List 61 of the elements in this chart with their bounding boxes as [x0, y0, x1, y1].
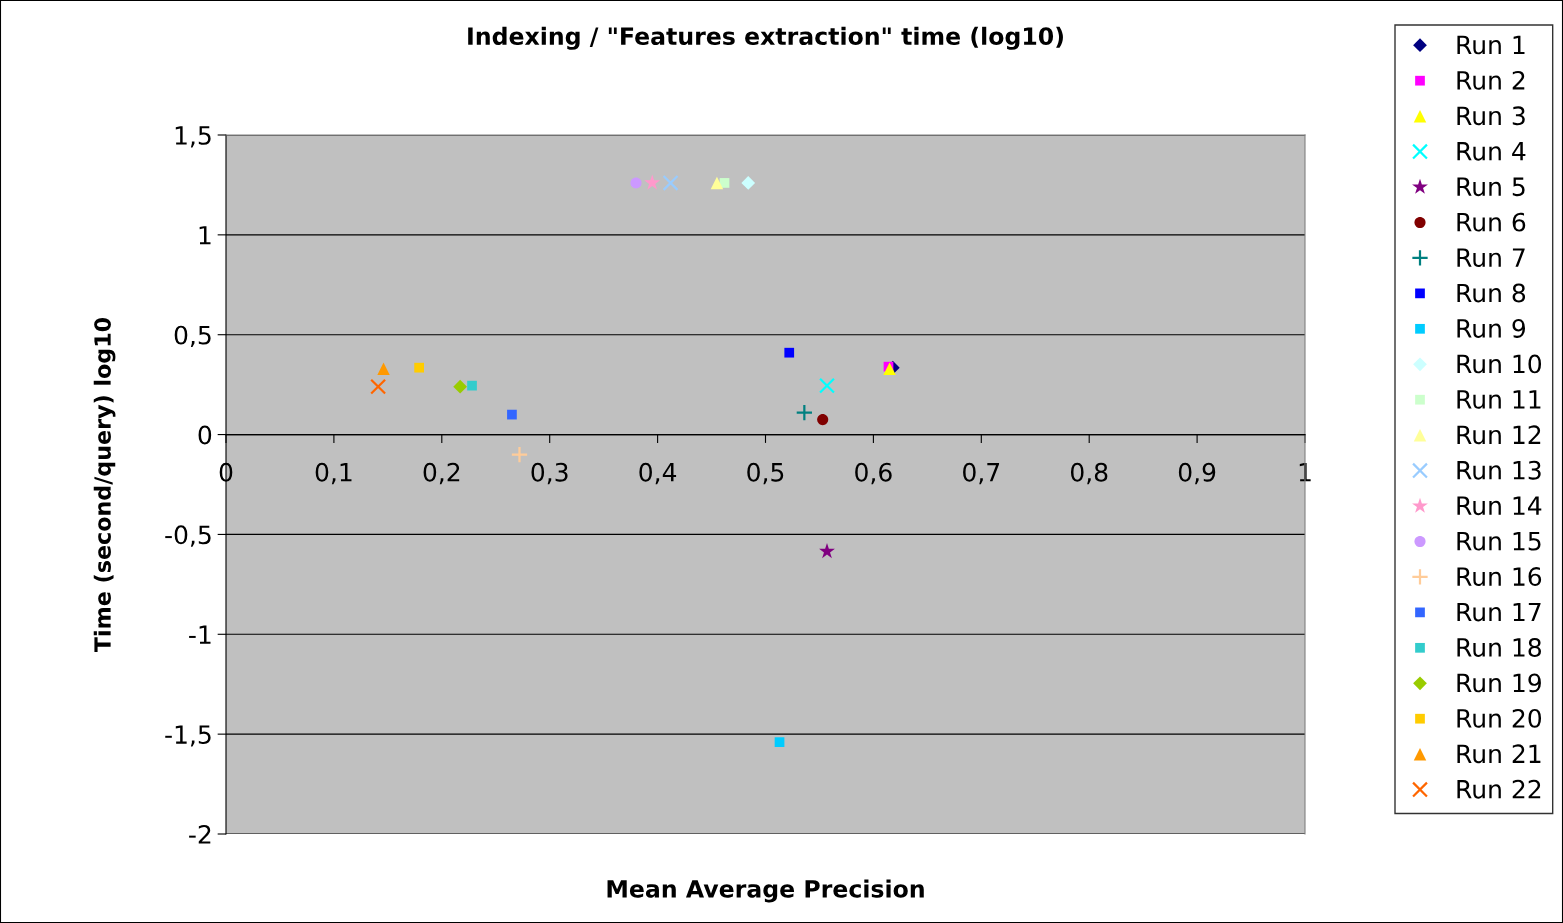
x-tick-label: 0,1 — [315, 462, 352, 485]
x-tick-label: 0,5 — [747, 462, 784, 485]
legend-label: Run 6 — [1457, 212, 1526, 232]
point — [510, 445, 529, 464]
x-tick-label: 0,9 — [1178, 462, 1216, 485]
point — [644, 174, 661, 190]
chart-title: Indexing / "Features extraction" time (log10) — [468, 26, 1063, 50]
legend-label: Run 13 — [1457, 460, 1541, 480]
legend-label: Run 4 — [1457, 142, 1526, 161]
point — [795, 403, 814, 422]
legend-label: Run 5 — [1457, 177, 1525, 197]
point — [370, 378, 387, 395]
point — [507, 409, 517, 420]
legend-label: Run 7 — [1457, 248, 1525, 268]
legend-label: Run 21 — [1457, 744, 1541, 764]
legend-label: Run 18 — [1457, 638, 1541, 657]
x-tick-label: 0,4 — [639, 462, 677, 485]
y-tick-label: -1,5 — [165, 725, 211, 747]
legend-label: Run 22 — [1457, 779, 1541, 799]
y-tick-label: 0 — [198, 425, 212, 445]
y-tick-label: -1 — [189, 625, 211, 644]
point — [784, 347, 795, 358]
legend-label: Run 16 — [1457, 567, 1542, 587]
y-axis-title: Time (second/query) log10 — [93, 317, 116, 653]
y-tick-label: -0,5 — [165, 525, 211, 547]
legend-label: Run 10 — [1457, 354, 1542, 374]
x-tick-label: 0,6 — [855, 462, 892, 485]
point — [819, 543, 835, 559]
legend-label: Run 14 — [1457, 496, 1542, 516]
point — [817, 414, 829, 426]
x-tick-label: 0,8 — [1070, 462, 1108, 485]
x-tick-label: 0,7 — [963, 462, 1000, 485]
y-tick-label: -2 — [189, 824, 211, 844]
point — [662, 174, 679, 191]
legend-label: Run 12 — [1457, 425, 1541, 445]
point — [377, 362, 390, 375]
x-axis-title: Mean Average Precision — [607, 879, 924, 903]
x-tick-label: 0,2 — [423, 462, 460, 485]
y-tick-label: 1,5 — [175, 126, 211, 148]
point — [741, 176, 756, 190]
legend-label: Run 17 — [1457, 602, 1541, 622]
x-tick-label: 0,3 — [531, 462, 568, 485]
point — [818, 377, 836, 394]
legend-label: Run 15 — [1457, 532, 1541, 551]
point — [630, 177, 642, 189]
point — [453, 379, 468, 394]
legend-label: Run 20 — [1457, 708, 1542, 728]
x-tick-label: 1 — [1299, 463, 1311, 482]
point — [710, 176, 724, 190]
legend-label: Run 1 — [1457, 35, 1525, 55]
legend-label: Run 3 — [1457, 106, 1525, 126]
legend-label: Run 2 — [1457, 70, 1525, 90]
legend-label: Run 11 — [1457, 390, 1541, 409]
point — [467, 380, 477, 391]
y-tick-label: 0,5 — [174, 325, 211, 348]
point — [414, 362, 424, 373]
legend-label: Run 9 — [1457, 319, 1526, 338]
point — [774, 737, 785, 747]
legend-label: Run 8 — [1457, 283, 1526, 303]
y-tick-label: 1 — [199, 226, 211, 245]
legend-label: Run 19 — [1457, 673, 1541, 693]
